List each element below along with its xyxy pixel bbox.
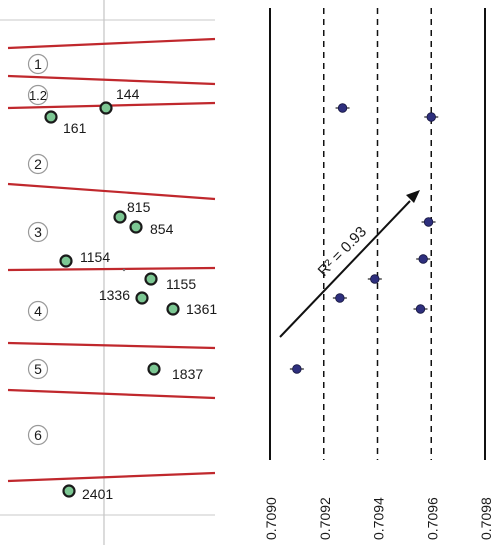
stratigraphic-column-panel: 1 1.2 2 3 4 5 6 144 161 815 854 1154 1155 1336 1361 183… — [0, 0, 217, 545]
unit-boundary-line — [7, 266, 216, 272]
trend-arrow-line — [279, 200, 411, 338]
unit-number-circle — [27, 424, 49, 446]
unit-number-label: 1.2 — [29, 88, 47, 103]
unit-number-label: 4 — [34, 303, 42, 319]
unit-boundary-line — [7, 37, 216, 50]
unit-number-label: 3 — [34, 224, 42, 240]
sample-point — [135, 291, 149, 305]
unit-boundary-line — [7, 74, 216, 86]
isotope-data-point — [337, 103, 348, 113]
x-tick-label: 0.7096 — [424, 497, 440, 540]
unit-number-label: 5 — [34, 361, 42, 377]
sample-depth-label: 1837 — [172, 366, 203, 382]
x-tick-label: 0.7094 — [371, 497, 387, 540]
sample-point — [44, 110, 58, 124]
isotope-data-point — [415, 304, 426, 314]
x-tick-label: 0.7090 — [263, 497, 279, 540]
unit-number-label: 1 — [34, 56, 42, 72]
isotope-data-point — [370, 274, 380, 284]
isotope-data-point — [418, 254, 428, 264]
unit-number-circle — [27, 358, 49, 380]
sample-depth-label: 1361 — [186, 301, 217, 317]
isotope-data-point — [423, 217, 434, 227]
sample-point — [129, 220, 143, 234]
unit-number-circle — [27, 221, 49, 243]
sample-depth-label: 1155 — [166, 276, 196, 292]
sample-point — [113, 210, 127, 224]
trend-arrow-head — [406, 190, 420, 203]
small-dot-marker — [122, 268, 126, 272]
unit-boundary-line — [7, 341, 216, 350]
unit-boundary-line — [7, 471, 216, 483]
sample-point — [62, 484, 76, 498]
unit-number-circle — [27, 53, 49, 75]
x-tick-label: 0.7098 — [478, 497, 494, 540]
sample-point — [59, 254, 73, 268]
unit-number-label: 2 — [34, 156, 42, 172]
sample-depth-label: 854 — [150, 221, 174, 237]
unit-number-circle — [27, 84, 49, 106]
sample-depth-label: 815 — [127, 199, 151, 215]
isotope-data-point — [335, 293, 345, 303]
unit-number-label: 6 — [34, 427, 42, 443]
unit-number-circle — [27, 300, 49, 322]
sample-depth-label: 2401 — [82, 486, 113, 502]
sample-depth-label: 1336 — [99, 287, 130, 303]
x-tick-label: 0.7092 — [317, 497, 333, 540]
unit-number-circle — [27, 153, 49, 175]
unit-boundary-line — [7, 388, 216, 400]
unit-boundary-line — [7, 182, 216, 201]
isotope-data-point — [292, 364, 302, 374]
sample-point — [147, 362, 161, 376]
sample-point — [99, 101, 113, 115]
isotope-data-point — [426, 112, 436, 122]
sample-point — [144, 272, 158, 286]
sample-point — [166, 302, 180, 316]
sample-depth-label: 161 — [63, 120, 87, 136]
sample-depth-label: 144 — [116, 86, 140, 102]
sample-depth-label: 1154 — [80, 249, 110, 265]
